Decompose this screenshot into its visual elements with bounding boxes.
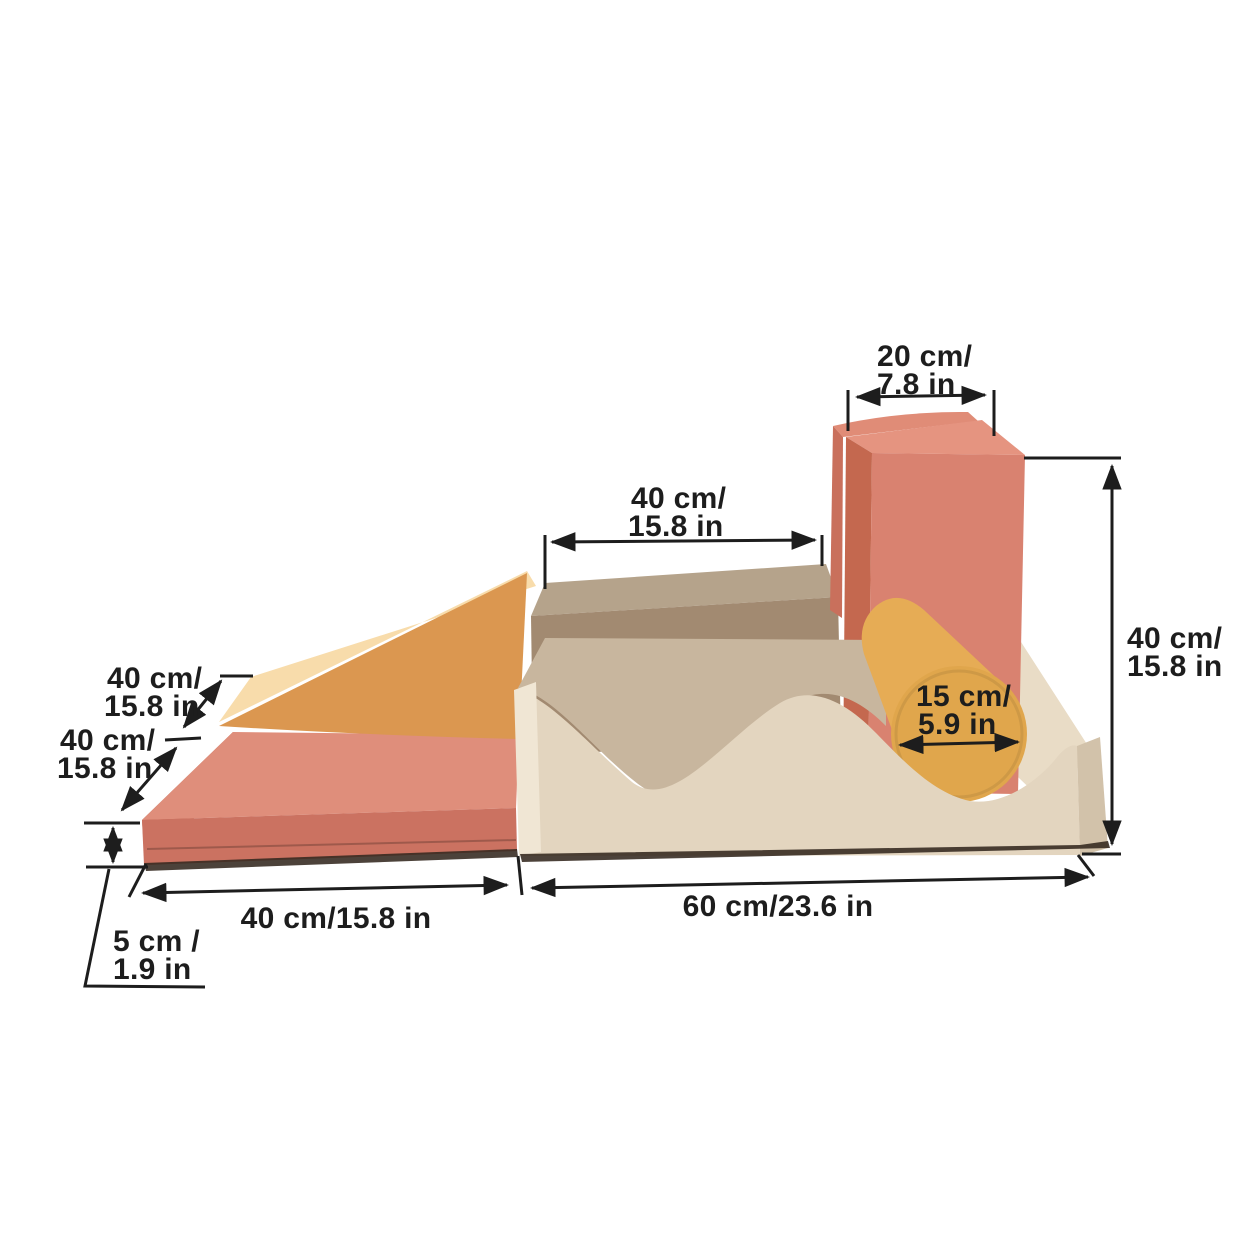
mat-base-shadow [144, 849, 518, 871]
dim-label-mat-depth: 15.8 in [57, 752, 152, 785]
dim-label-block-top-width: 7.8 in [877, 368, 956, 401]
dimension-lines [83, 385, 1122, 989]
wave-front-face [516, 690, 1080, 856]
wave-base-shadow [520, 841, 1110, 862]
dim-label-wedge-depth: 40 cm/ [107, 662, 203, 695]
dim-tick [516, 855, 524, 896]
wave-right-side-face [1077, 737, 1108, 856]
dim-leader-mat-thickness [83, 868, 206, 989]
dim-label-mat-width: 40 cm/15.8 in [241, 902, 432, 935]
cylinder-end-rim [894, 669, 1024, 799]
cube-top-face [531, 564, 838, 616]
wave-left-end-face [514, 682, 541, 856]
dim-tick [1076, 854, 1096, 877]
dim-label-block-top-width: 20 cm/ [877, 340, 973, 373]
dim-label-mat-depth: 40 cm/ [60, 724, 156, 757]
dim-label-mat-thickness: 1.9 in [113, 953, 192, 986]
wedge-slide [219, 571, 536, 739]
wave-inner-surface [518, 638, 886, 798]
floor-mat [142, 732, 519, 871]
dim-line-cylinder-diameter [897, 732, 1021, 755]
dim-line-block-top-width [854, 385, 988, 407]
dim-label-mat-thickness: 5 cm / [113, 925, 200, 958]
dim-line-wedge-depth [182, 679, 223, 729]
block-rear-top-face [833, 411, 978, 437]
dim-label-cube-width: 40 cm/ [631, 482, 727, 515]
dim-line-cube-width [549, 530, 818, 552]
wedge-side-face [219, 573, 527, 739]
dim-label-cylinder-diameter: 15 cm/ [916, 680, 1012, 713]
dim-label-base-width: 60 cm/23.6 in [683, 890, 874, 923]
dim-line-base-width [529, 867, 1091, 898]
dimension-annotations: 20 cm/ 7.8 in 40 cm/ 15.8 in 40 cm/ 15.8… [57, 340, 1223, 989]
mat-front-face [142, 808, 517, 865]
dim-label-set-height: 40 cm/ [1127, 622, 1223, 655]
dim-tick [164, 736, 202, 742]
mat-top-face [142, 732, 519, 820]
dim-line-mat-depth [120, 746, 178, 812]
mat-seam-line [146, 839, 517, 850]
dim-label-cylinder-diameter: 5.9 in [918, 708, 997, 741]
dim-line-mat-width [140, 875, 510, 903]
block-rear-side-face [830, 426, 843, 618]
dimension-labels: 20 cm/ 7.8 in 40 cm/ 15.8 in 40 cm/ 15.8… [57, 340, 1223, 986]
block-top-face [846, 420, 1025, 455]
wave-piece [514, 682, 1110, 862]
dim-label-wedge-depth: 15.8 in [104, 690, 199, 723]
dim-label-set-height: 15.8 in [1127, 650, 1222, 683]
dim-tick [127, 863, 148, 898]
dim-label-cube-width: 15.8 in [628, 510, 723, 543]
